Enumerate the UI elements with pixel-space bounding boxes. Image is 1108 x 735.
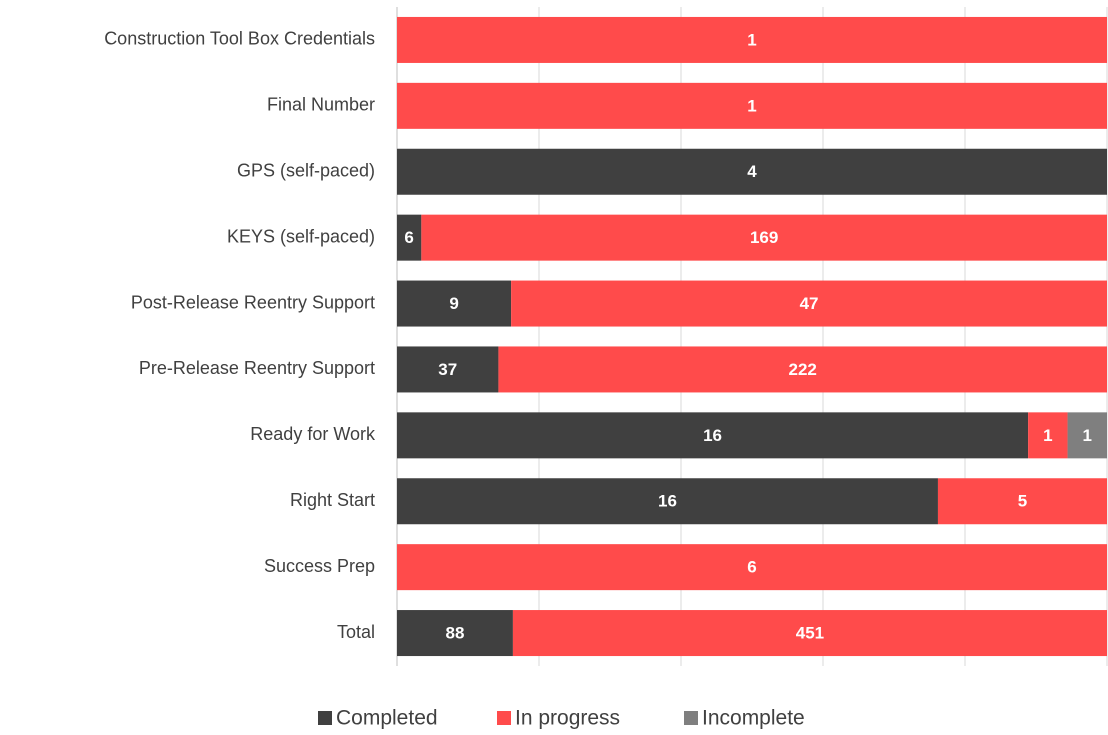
data-label: 6 bbox=[404, 228, 413, 247]
data-label: 1 bbox=[1043, 426, 1052, 445]
legend-label: Incomplete bbox=[702, 707, 805, 730]
data-label: 4 bbox=[747, 162, 757, 181]
legend-swatch bbox=[497, 711, 511, 725]
y-tick-label: Construction Tool Box Credentials bbox=[104, 29, 375, 49]
data-label: 5 bbox=[1018, 492, 1027, 511]
bar-segment bbox=[397, 544, 1107, 591]
y-tick-label: Final Number bbox=[267, 95, 375, 115]
y-tick-label: Ready for Work bbox=[250, 424, 376, 444]
data-label: 88 bbox=[445, 624, 464, 643]
bar-segment bbox=[397, 16, 1107, 63]
y-tick-label: Success Prep bbox=[264, 556, 375, 576]
y-tick-label: Total bbox=[337, 622, 375, 642]
data-label: 16 bbox=[658, 492, 677, 511]
legend-label: Completed bbox=[336, 707, 438, 730]
bar-segment bbox=[397, 610, 513, 657]
y-tick-label: Right Start bbox=[290, 490, 375, 510]
bar-segment bbox=[397, 214, 422, 261]
bar-segment bbox=[498, 346, 1107, 393]
legend-swatch bbox=[684, 711, 698, 725]
data-label: 1 bbox=[747, 96, 756, 115]
data-label: 169 bbox=[750, 228, 778, 247]
bar-segment bbox=[511, 280, 1107, 327]
data-label: 6 bbox=[747, 558, 756, 577]
bar-segment bbox=[397, 478, 938, 525]
data-label: 451 bbox=[796, 624, 824, 643]
bar-segment bbox=[397, 82, 1107, 129]
legend-swatch bbox=[318, 711, 332, 725]
y-tick-label: Post-Release Reentry Support bbox=[131, 292, 375, 312]
bar-segment bbox=[421, 214, 1107, 261]
data-label: 37 bbox=[438, 360, 457, 379]
data-label: 1 bbox=[1083, 426, 1092, 445]
bar-segment bbox=[397, 148, 1107, 195]
y-tick-label: GPS (self-paced) bbox=[237, 161, 375, 181]
bar-segment bbox=[937, 478, 1107, 525]
bar-segment bbox=[397, 412, 1029, 459]
data-label: 9 bbox=[449, 294, 458, 313]
data-label: 16 bbox=[703, 426, 722, 445]
y-tick-label: Pre-Release Reentry Support bbox=[139, 358, 375, 378]
y-tick-label: KEYS (self-paced) bbox=[227, 226, 375, 246]
bar-segment bbox=[1028, 412, 1068, 459]
legend-label: In progress bbox=[515, 707, 620, 730]
bar-segment bbox=[1067, 412, 1107, 459]
bar-segment bbox=[397, 346, 499, 393]
data-label: 1 bbox=[747, 30, 756, 49]
bar-segment bbox=[512, 610, 1107, 657]
data-label: 47 bbox=[800, 294, 819, 313]
bar-segment bbox=[397, 280, 512, 327]
data-label: 222 bbox=[789, 360, 817, 379]
